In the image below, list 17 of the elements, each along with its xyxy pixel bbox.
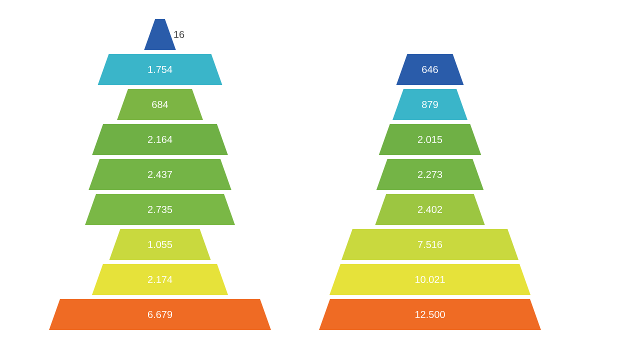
data-label: 2.174 (148, 276, 172, 283)
data-label: 1.055 (148, 240, 172, 248)
data-label: 1.754 (148, 66, 172, 73)
data-label: 7.516 (418, 240, 442, 248)
data-label: 646 (422, 66, 438, 74)
data-label: 10.021 (415, 276, 445, 284)
data-label: 2.015 (418, 136, 442, 144)
data-label: 12.500 (415, 310, 445, 318)
data-label: 879 (422, 100, 438, 108)
data-label: 684 (152, 100, 168, 108)
data-label: 2.164 (148, 136, 172, 144)
data-label: 2.273 (418, 170, 442, 178)
data-label: 16 (174, 30, 184, 38)
data-label: 2.402 (418, 206, 442, 214)
data-label: 2.735 (148, 206, 172, 214)
data-label: 6.679 (148, 310, 172, 318)
data-label: 2.437 (148, 170, 172, 178)
